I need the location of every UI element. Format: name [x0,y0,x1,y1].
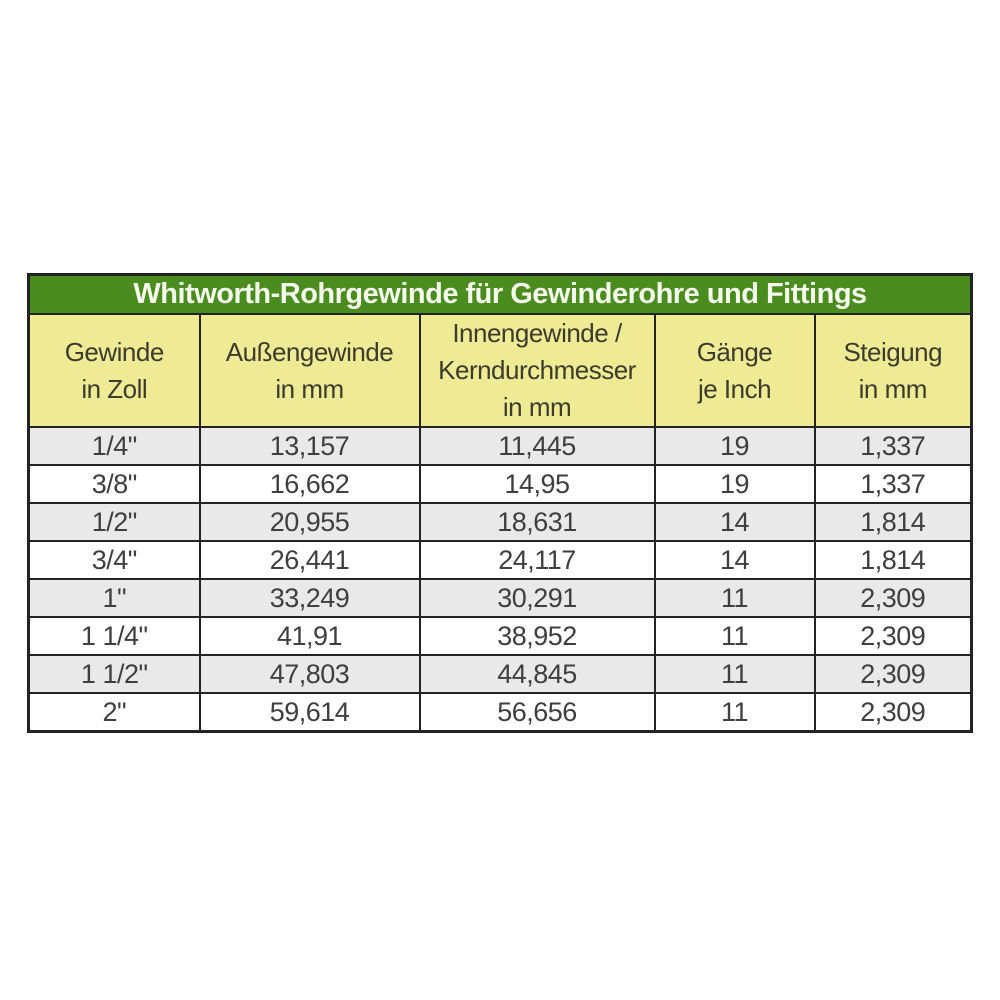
cell-steigung: 2,309 [813,616,973,656]
header-row: Gewinde in Zoll Außengewinde in mm Innen… [27,313,973,428]
cell-gaenge: 19 [653,464,816,504]
cell-gaenge: 11 [653,692,816,733]
table-row: 1/4" 13,157 11,445 19 1,337 [27,426,973,466]
table-row: 1 1/4" 41,91 38,952 11 2,309 [27,616,973,656]
cell-gewinde-zoll: 1/2" [27,502,201,542]
cell-steigung: 1,337 [813,426,973,466]
cell-gewinde-zoll: 1" [27,578,201,618]
cell-gaenge: 19 [653,426,816,466]
cell-gewinde-zoll: 1 1/4" [27,616,201,656]
cell-gewinde-zoll: 3/8" [27,464,201,504]
thread-spec-table: Whitworth-Rohrgewinde für Gewinderohre u… [27,273,974,733]
cell-gewinde-zoll: 3/4" [27,540,201,580]
cell-aussengewinde: 16,662 [198,464,421,504]
table-row: 1" 33,249 30,291 11 2,309 [27,578,973,618]
cell-innengewinde: 18,631 [418,502,656,542]
cell-gaenge: 11 [653,654,816,694]
cell-steigung: 2,309 [813,692,973,733]
column-header-gewinde-in-zoll: Gewinde in Zoll [27,313,201,428]
cell-aussengewinde: 20,955 [198,502,421,542]
cell-gaenge: 11 [653,616,816,656]
table-row: 3/8" 16,662 14,95 19 1,337 [27,464,973,504]
table-row: 1 1/2" 47,803 44,845 11 2,309 [27,654,973,694]
table-row: 1/2" 20,955 18,631 14 1,814 [27,502,973,542]
cell-innengewinde: 11,445 [418,426,656,466]
cell-steigung: 2,309 [813,654,973,694]
cell-aussengewinde: 59,614 [198,692,421,733]
cell-innengewinde: 44,845 [418,654,656,694]
cell-aussengewinde: 47,803 [198,654,421,694]
cell-innengewinde: 30,291 [418,578,656,618]
cell-aussengewinde: 13,157 [198,426,421,466]
table-row: 2" 59,614 56,656 11 2,309 [27,692,973,733]
column-header-steigung: Steigung in mm [813,313,973,428]
column-header-innengewinde: Innengewinde / Kerndurchmesser in mm [418,313,656,428]
cell-aussengewinde: 26,441 [198,540,421,580]
column-header-aussengewinde: Außengewinde in mm [198,313,421,428]
title-row: Whitworth-Rohrgewinde für Gewinderohre u… [27,273,973,315]
cell-steigung: 1,814 [813,540,973,580]
cell-steigung: 2,309 [813,578,973,618]
cell-aussengewinde: 41,91 [198,616,421,656]
cell-innengewinde: 56,656 [418,692,656,733]
cell-steigung: 1,814 [813,502,973,542]
cell-steigung: 1,337 [813,464,973,504]
cell-gewinde-zoll: 1 1/2" [27,654,201,694]
cell-gaenge: 11 [653,578,816,618]
table-row: 3/4" 26,441 24,117 14 1,814 [27,540,973,580]
cell-gewinde-zoll: 1/4" [27,426,201,466]
column-header-gaenge-je-inch: Gänge je Inch [653,313,816,428]
table-title: Whitworth-Rohrgewinde für Gewinderohre u… [27,273,973,315]
cell-gaenge: 14 [653,502,816,542]
cell-gaenge: 14 [653,540,816,580]
cell-innengewinde: 14,95 [418,464,656,504]
cell-innengewinde: 38,952 [418,616,656,656]
cell-gewinde-zoll: 2" [27,692,201,733]
cell-innengewinde: 24,117 [418,540,656,580]
cell-aussengewinde: 33,249 [198,578,421,618]
